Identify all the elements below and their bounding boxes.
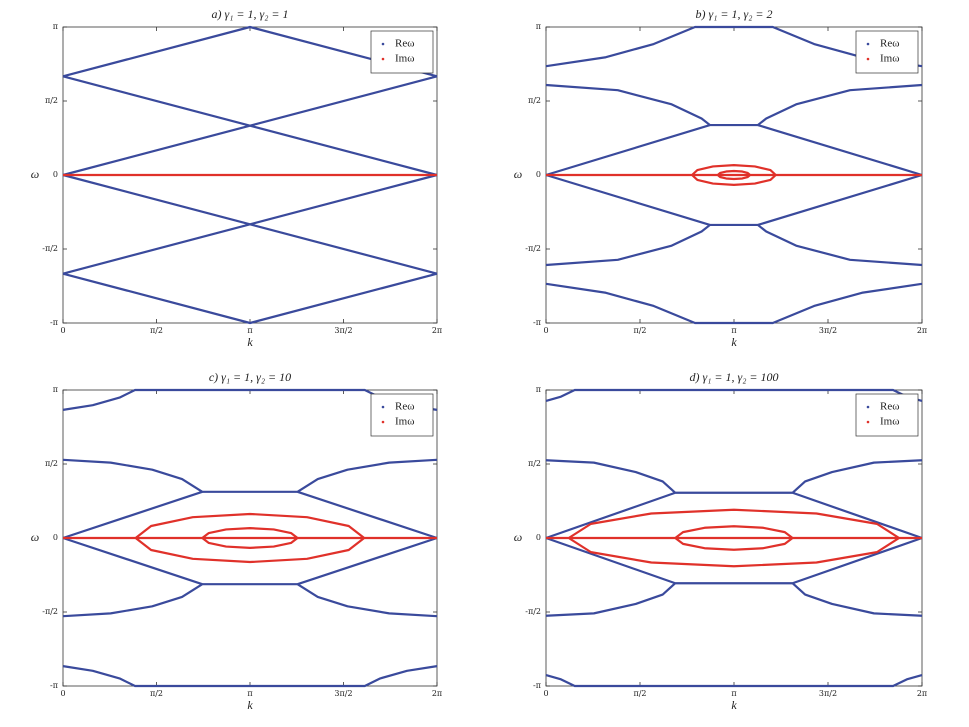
x-axis-label: k xyxy=(731,698,737,712)
legend-label: Reω xyxy=(880,38,899,50)
subplot-title: d) γ₁ = 1, γ₂ = 100 xyxy=(690,370,779,384)
x-axis-label: k xyxy=(731,335,737,349)
legend-label: Reω xyxy=(395,401,414,413)
subplot: 0 π/2 π 3π/2 2π -π -π/2 0 π/2 π c) γ₁ = 1, γ₂ = 10… xyxy=(31,370,442,712)
legend-label: Imω xyxy=(880,53,899,65)
legend-marker xyxy=(866,405,870,409)
y-axis-label: ω xyxy=(31,530,39,544)
legend-box xyxy=(855,30,919,74)
legend: Reω Imω xyxy=(370,30,434,74)
x-tick-label: 3π/2 xyxy=(334,689,352,698)
y-tick-label: 0 xyxy=(53,533,58,542)
x-tick-label: 3π/2 xyxy=(334,326,352,335)
y-tick-label: 0 xyxy=(536,170,541,179)
x-tick-label: 0 xyxy=(60,326,65,335)
legend-marker xyxy=(381,420,385,424)
legend-box xyxy=(370,30,434,74)
x-tick-label: 2π xyxy=(917,326,927,335)
y-tick-label: -π xyxy=(50,681,58,690)
y-tick-label: -π xyxy=(533,681,541,690)
series-line xyxy=(546,164,922,186)
subplot-title: b) γ₁ = 1, γ₂ = 2 xyxy=(696,7,773,21)
y-axis-label: ω xyxy=(514,530,522,544)
legend-box xyxy=(370,393,434,437)
x-tick-label: 0 xyxy=(543,326,548,335)
subplot-title: a) γ₁ = 1, γ₂ = 1 xyxy=(212,7,289,21)
x-tick-label: π/2 xyxy=(150,689,163,698)
y-axis-label: ω xyxy=(31,167,39,181)
x-tick-label: 0 xyxy=(60,689,65,698)
legend-label: Imω xyxy=(395,416,414,428)
x-tick-label: π xyxy=(247,326,252,335)
x-tick-label: π xyxy=(731,326,736,335)
legend-label: Reω xyxy=(880,401,899,413)
legend-marker xyxy=(866,420,870,424)
series-line xyxy=(62,388,438,688)
y-tick-label: -π/2 xyxy=(525,607,541,616)
legend-box xyxy=(855,393,919,437)
legend-marker xyxy=(381,57,385,61)
y-tick-label: -π/2 xyxy=(525,244,541,253)
y-tick-label: π xyxy=(536,22,541,31)
x-tick-label: 2π xyxy=(917,689,927,698)
x-tick-label: 3π/2 xyxy=(819,689,837,698)
legend-label: Imω xyxy=(395,53,414,65)
subplot: 0 π/2 π 3π/2 2π -π -π/2 0 π/2 π b) γ₁ = 1, γ₂ = 2 k… xyxy=(514,7,927,349)
y-tick-label: -π/2 xyxy=(42,607,58,616)
legend-label: Imω xyxy=(880,416,899,428)
legend: Reω Imω xyxy=(855,393,919,437)
legend-marker xyxy=(381,42,385,46)
y-tick-label: 0 xyxy=(536,533,541,542)
y-tick-label: -π xyxy=(50,318,58,327)
x-tick-label: π/2 xyxy=(633,326,646,335)
series-line xyxy=(546,508,922,568)
x-tick-label: 2π xyxy=(432,689,442,698)
x-tick-label: π/2 xyxy=(633,689,646,698)
x-axis-label: k xyxy=(247,698,253,712)
x-tick-label: 2π xyxy=(432,326,442,335)
y-tick-label: π xyxy=(536,385,541,394)
series-line xyxy=(62,25,438,325)
x-axis-label: k xyxy=(247,335,253,349)
series-line xyxy=(545,388,923,688)
subplot-title: c) γ₁ = 1, γ₂ = 10 xyxy=(209,370,291,384)
x-tick-label: π xyxy=(731,689,736,698)
x-tick-label: π/2 xyxy=(150,326,163,335)
y-tick-label: π xyxy=(53,385,58,394)
legend-marker xyxy=(866,57,870,61)
legend: Reω Imω xyxy=(855,30,919,74)
x-tick-label: 0 xyxy=(543,689,548,698)
y-tick-label: π/2 xyxy=(45,459,58,468)
subplot: 0 π/2 π 3π/2 2π -π -π/2 0 π/2 π a) γ₁ = 1, γ₂ = 1 k… xyxy=(31,7,442,349)
y-tick-label: π xyxy=(53,22,58,31)
legend: Reω Imω xyxy=(370,393,434,437)
series-line xyxy=(63,512,437,564)
x-tick-label: π xyxy=(247,689,252,698)
y-tick-label: π/2 xyxy=(528,459,541,468)
y-tick-label: π/2 xyxy=(45,96,58,105)
subplot: 0 π/2 π 3π/2 2π -π -π/2 0 π/2 π d) γ₁ = 1, γ₂ = 10… xyxy=(514,370,927,712)
y-tick-label: 0 xyxy=(53,170,58,179)
x-tick-label: 3π/2 xyxy=(819,326,837,335)
y-tick-label: -π xyxy=(533,318,541,327)
y-tick-label: π/2 xyxy=(528,96,541,105)
legend-marker xyxy=(866,42,870,46)
legend-label: Reω xyxy=(395,38,414,50)
legend-marker xyxy=(381,405,385,409)
y-axis-label: ω xyxy=(514,167,522,181)
y-tick-label: -π/2 xyxy=(42,244,58,253)
series-line xyxy=(545,25,923,325)
